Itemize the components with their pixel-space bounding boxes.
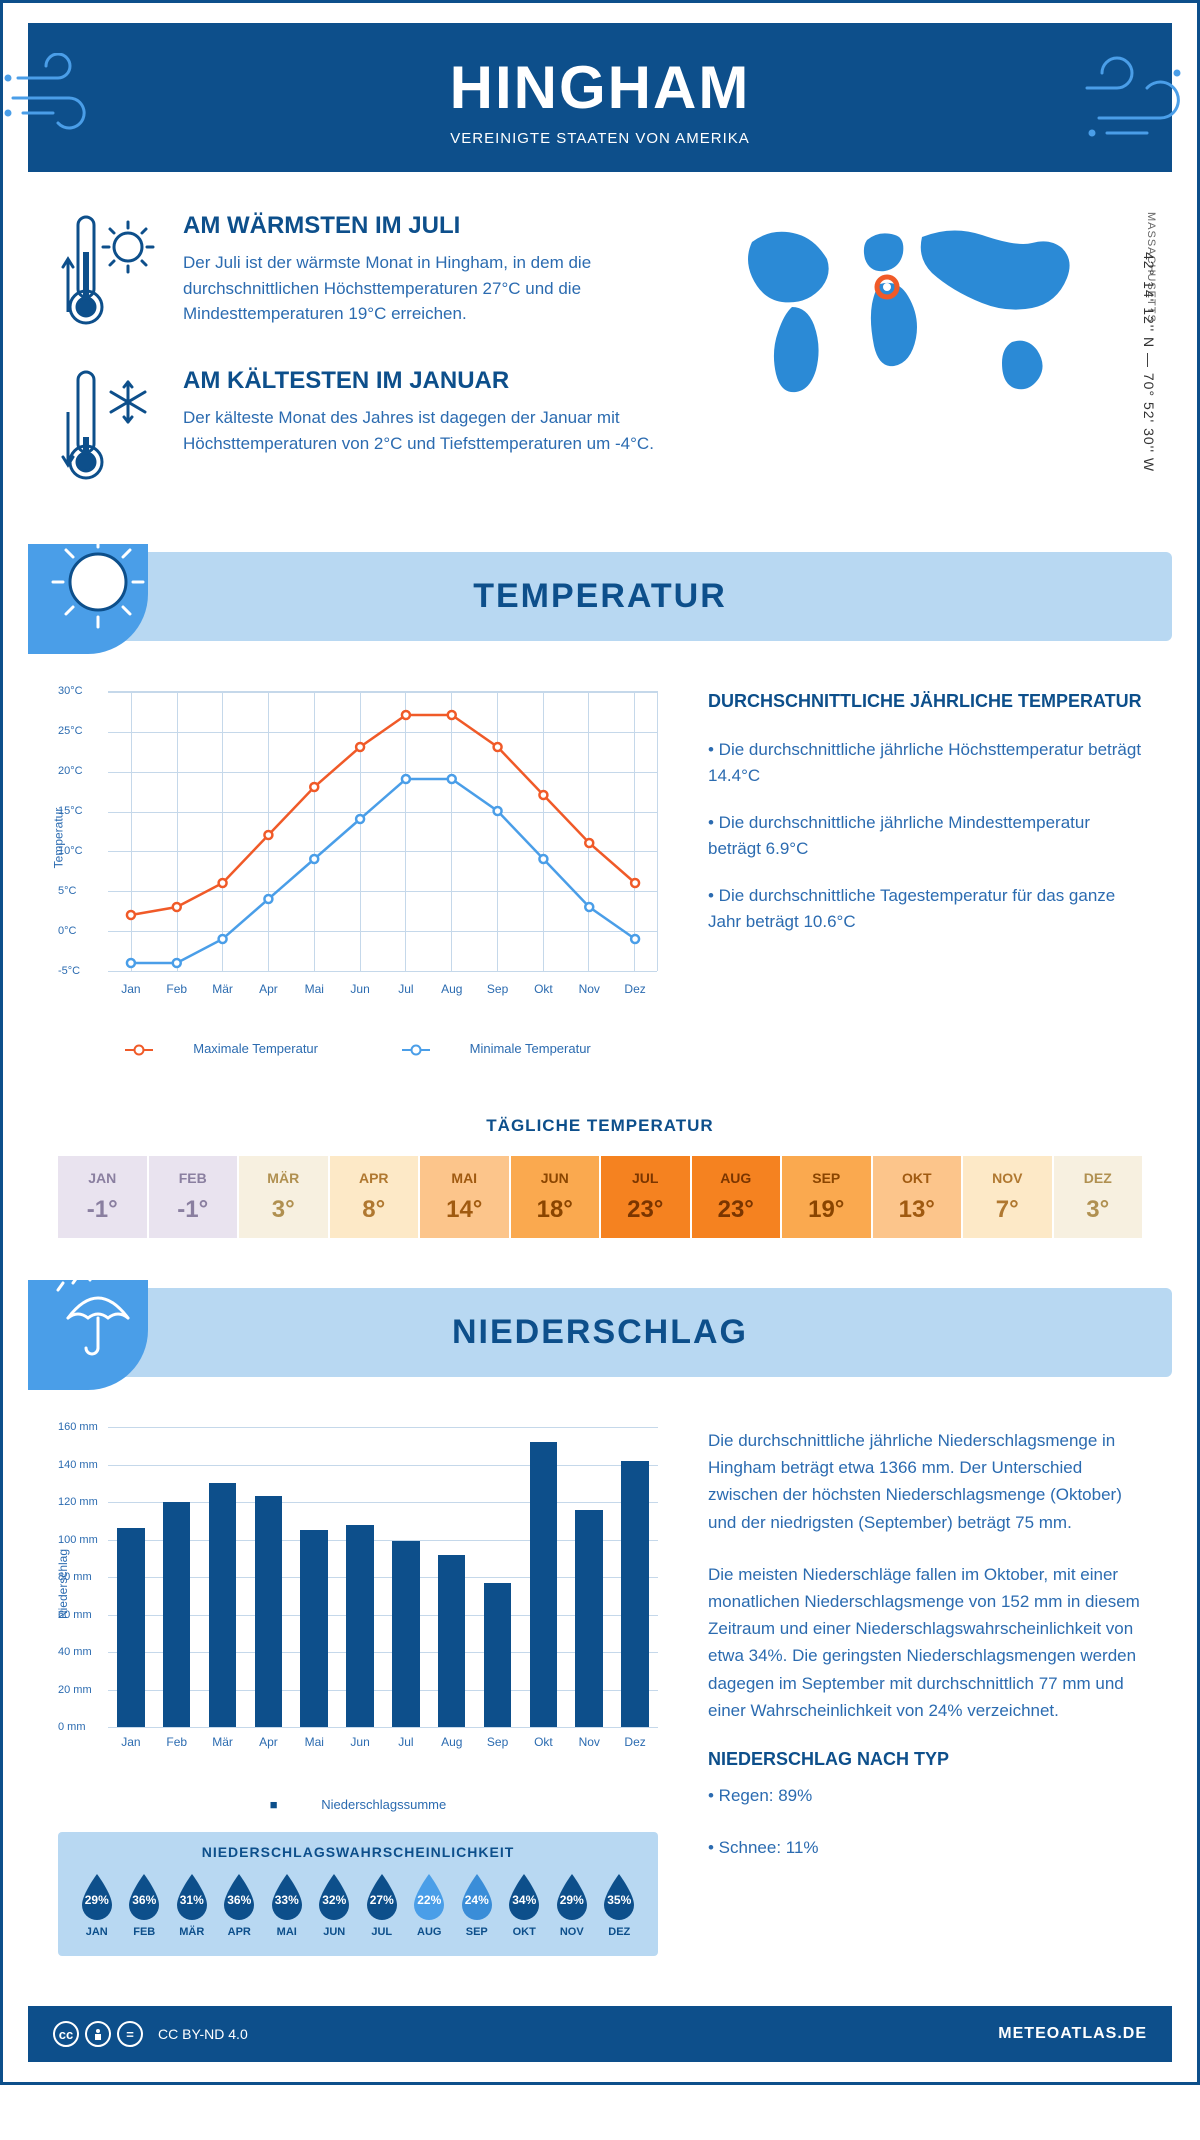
precip-type: • Regen: 89% — [708, 1782, 1142, 1809]
drop-item: 33%MAI — [263, 1872, 311, 1938]
precip-type: • Schnee: 11% — [708, 1834, 1142, 1861]
chart-legend: ■ Niederschlagssumme — [58, 1797, 658, 1812]
daily-cell: JUL23° — [601, 1156, 692, 1238]
precip-bar — [255, 1496, 282, 1727]
page: HINGHAM VEREINIGTE STAATEN VON AMERIKA A… — [0, 0, 1200, 2085]
wind-icon — [3, 53, 123, 143]
daily-cell: SEP19° — [782, 1156, 873, 1238]
precip-bar — [300, 1530, 327, 1727]
precip-type-title: NIEDERSCHLAG NACH TYP — [708, 1749, 1142, 1770]
drop-item: 24%SEP — [453, 1872, 501, 1938]
precipitation-bar-chart: Niederschlag 0 mm20 mm40 mm60 mm80 mm100… — [58, 1427, 658, 1787]
world-map — [712, 212, 1092, 402]
daily-cell: AUG23° — [692, 1156, 783, 1238]
precip-probability-panel: NIEDERSCHLAGSWAHRSCHEINLICHKEIT 29%JAN36… — [58, 1832, 658, 1956]
chart-legend: #leg-max::after{border-color:#f05a28}Max… — [58, 1041, 658, 1056]
legend-precip: Niederschlagssumme — [321, 1797, 446, 1812]
header: HINGHAM VEREINIGTE STAATEN VON AMERIKA — [28, 23, 1172, 172]
drop-item: 27%JUL — [358, 1872, 406, 1938]
legend-min: Minimale Temperatur — [470, 1041, 591, 1056]
cc-icon: cc — [53, 2021, 79, 2047]
banner-title: NIEDERSCHLAG — [28, 1313, 1172, 1352]
drop-item: 36%FEB — [121, 1872, 169, 1938]
warmest-text: Der Juli ist der wärmste Monat in Hingha… — [183, 250, 672, 327]
wind-icon — [1077, 53, 1197, 143]
coords-label: 42° 14' 12'' N — 70° 52' 30'' W — [1141, 252, 1157, 472]
footer: cc = CC BY-ND 4.0 METEOATLAS.DE — [28, 2006, 1172, 2062]
legend-max: Maximale Temperatur — [193, 1041, 318, 1056]
precip-bar — [575, 1510, 602, 1728]
temperature-banner: TEMPERATUR — [28, 552, 1172, 641]
precip-bar — [438, 1555, 465, 1728]
city-title: HINGHAM — [28, 53, 1172, 122]
drops-title: NIEDERSCHLAGSWAHRSCHEINLICHKEIT — [73, 1844, 643, 1860]
daily-cell: APR8° — [330, 1156, 421, 1238]
precip-text: Die meisten Niederschläge fallen im Okto… — [708, 1561, 1142, 1724]
daily-cell: FEB-1° — [149, 1156, 240, 1238]
coldest-title: AM KÄLTESTEN IM JANUAR — [183, 367, 672, 395]
daily-cell: NOV7° — [963, 1156, 1054, 1238]
precip-bar — [392, 1541, 419, 1727]
daily-cell: MAI14° — [420, 1156, 511, 1238]
precip-bar — [530, 1442, 557, 1727]
temperature-line-chart: Temperatur -5°C0°C5°C10°C15°C20°C25°C30°… — [58, 691, 658, 1031]
precipitation-banner: NIEDERSCHLAG — [28, 1288, 1172, 1377]
drop-item: 31%MÄR — [168, 1872, 216, 1938]
warmest-fact: AM WÄRMSTEN IM JULI Der Juli ist der wär… — [58, 212, 672, 332]
coldest-text: Der kälteste Monat des Jahres ist dagege… — [183, 405, 672, 456]
precipitation-section: Niederschlag 0 mm20 mm40 mm60 mm80 mm100… — [3, 1377, 1197, 1976]
drop-item: 29%JAN — [73, 1872, 121, 1938]
thermometer-hot-icon — [58, 212, 158, 332]
daily-temp-table: JAN-1°FEB-1°MÄR3°APR8°MAI14°JUN18°JUL23°… — [58, 1156, 1142, 1238]
warmest-title: AM WÄRMSTEN IM JULI — [183, 212, 672, 240]
temp-stat: • Die durchschnittliche jährliche Mindes… — [708, 810, 1142, 861]
precip-bar — [209, 1483, 236, 1727]
temp-stats-title: DURCHSCHNITTLICHE JÄHRLICHE TEMPERATUR — [708, 691, 1142, 712]
by-icon — [85, 2021, 111, 2047]
precip-text: Die durchschnittliche jährliche Niedersc… — [708, 1427, 1142, 1536]
license-icons: cc = — [53, 2021, 143, 2047]
drop-item: 22%AUG — [406, 1872, 454, 1938]
drop-item: 32%JUN — [311, 1872, 359, 1938]
temperature-section: Temperatur -5°C0°C5°C10°C15°C20°C25°C30°… — [3, 641, 1197, 1086]
intro-section: AM WÄRMSTEN IM JULI Der Juli ist der wär… — [3, 172, 1197, 552]
temp-stat: • Die durchschnittliche jährliche Höchst… — [708, 737, 1142, 788]
thermometer-cold-icon — [58, 367, 158, 487]
precip-bar — [117, 1528, 144, 1727]
umbrella-icon — [48, 1268, 148, 1368]
sun-icon — [48, 532, 148, 632]
daily-cell: MÄR3° — [239, 1156, 330, 1238]
license-text: CC BY-ND 4.0 — [158, 2026, 248, 2042]
banner-title: TEMPERATUR — [28, 577, 1172, 616]
drop-item: 36%APR — [216, 1872, 264, 1938]
country-subtitle: VEREINIGTE STAATEN VON AMERIKA — [28, 130, 1172, 147]
daily-cell: OKT13° — [873, 1156, 964, 1238]
daily-temp-title: TÄGLICHE TEMPERATUR — [3, 1116, 1197, 1136]
coldest-fact: AM KÄLTESTEN IM JANUAR Der kälteste Mona… — [58, 367, 672, 487]
brand-label: METEOATLAS.DE — [998, 2025, 1147, 2043]
daily-cell: DEZ3° — [1054, 1156, 1143, 1238]
daily-cell: JUN18° — [511, 1156, 602, 1238]
precip-bar — [621, 1461, 648, 1727]
drop-item: 35%DEZ — [596, 1872, 644, 1938]
drop-item: 34%OKT — [501, 1872, 549, 1938]
daily-cell: JAN-1° — [58, 1156, 149, 1238]
precip-bar — [346, 1525, 373, 1728]
temp-stat: • Die durchschnittliche Tagestemperatur … — [708, 883, 1142, 934]
nd-icon: = — [117, 2021, 143, 2047]
drop-item: 29%NOV — [548, 1872, 596, 1938]
precip-bar — [163, 1502, 190, 1727]
precip-bar — [484, 1583, 511, 1727]
